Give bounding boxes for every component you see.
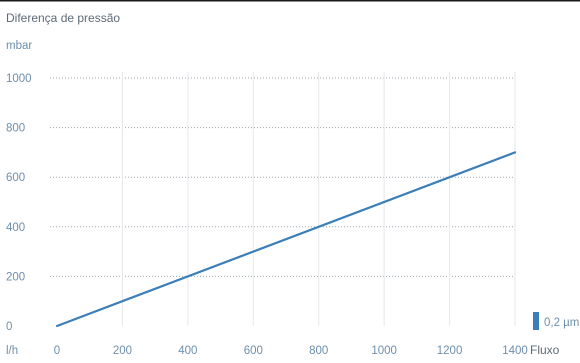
- legend-label: 0,2 µm: [544, 317, 579, 329]
- legend-swatch: [533, 312, 539, 330]
- y-tick-label: 200: [6, 271, 25, 283]
- x-tick-label: 1200: [437, 345, 463, 357]
- y-tick-label: 400: [6, 222, 25, 234]
- x-tick-label: 800: [309, 345, 328, 357]
- x-tick-label: 0: [54, 345, 60, 357]
- series-lines: [55, 151, 517, 328]
- x-tick-label: 1000: [371, 345, 397, 357]
- chart-title: Diferença de pressão: [6, 11, 120, 25]
- x-axis-unit: l/h: [6, 345, 18, 357]
- x-tick-label: 400: [178, 345, 197, 357]
- top-border: [0, 0, 580, 2]
- grid: [50, 72, 516, 326]
- y-tick-label: 800: [6, 123, 25, 135]
- x-axis-title: Fluxo: [530, 343, 560, 357]
- y-tick-label: 600: [6, 172, 25, 184]
- y-tick-label: 1000: [6, 73, 32, 85]
- x-tick-label: 600: [244, 345, 263, 357]
- x-tick-label: 1400: [502, 345, 528, 357]
- y-axis-unit: mbar: [6, 40, 32, 52]
- series-line: [55, 151, 517, 328]
- y-tick-label: 0: [6, 321, 12, 333]
- x-tick-label: 200: [113, 345, 132, 357]
- legend: 0,2 µm: [533, 312, 579, 330]
- x-tick-labels: 0 200 400 600 800 1000 1200 1400: [54, 345, 528, 357]
- y-tick-labels: 0 200 400 600 800 1000: [6, 73, 32, 333]
